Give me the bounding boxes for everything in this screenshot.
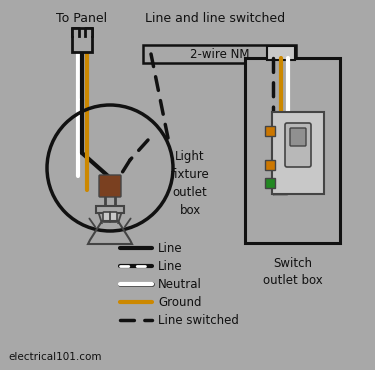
FancyBboxPatch shape (99, 175, 121, 197)
FancyBboxPatch shape (103, 212, 117, 222)
FancyBboxPatch shape (72, 28, 79, 36)
FancyBboxPatch shape (265, 178, 275, 188)
FancyBboxPatch shape (245, 58, 340, 243)
Text: Line: Line (158, 259, 183, 272)
Text: Line: Line (158, 242, 183, 255)
Text: Ground: Ground (158, 296, 201, 309)
Text: Light
fixture
outlet
box: Light fixture outlet box (171, 149, 209, 216)
FancyBboxPatch shape (285, 123, 311, 167)
FancyBboxPatch shape (265, 160, 275, 170)
Text: electrical101.com: electrical101.com (8, 352, 102, 362)
Text: To Panel: To Panel (57, 12, 108, 25)
FancyBboxPatch shape (265, 126, 275, 136)
Text: Line switched: Line switched (158, 313, 239, 326)
FancyBboxPatch shape (143, 45, 296, 63)
FancyBboxPatch shape (72, 28, 92, 52)
Text: Neutral: Neutral (158, 278, 202, 290)
FancyBboxPatch shape (96, 206, 124, 213)
FancyBboxPatch shape (85, 28, 92, 36)
Text: Switch
outlet box: Switch outlet box (262, 257, 322, 287)
Text: Line and line switched: Line and line switched (145, 12, 285, 25)
FancyBboxPatch shape (290, 128, 306, 146)
FancyBboxPatch shape (272, 112, 324, 194)
FancyBboxPatch shape (267, 46, 295, 60)
Text: 2-wire NM: 2-wire NM (190, 47, 249, 61)
